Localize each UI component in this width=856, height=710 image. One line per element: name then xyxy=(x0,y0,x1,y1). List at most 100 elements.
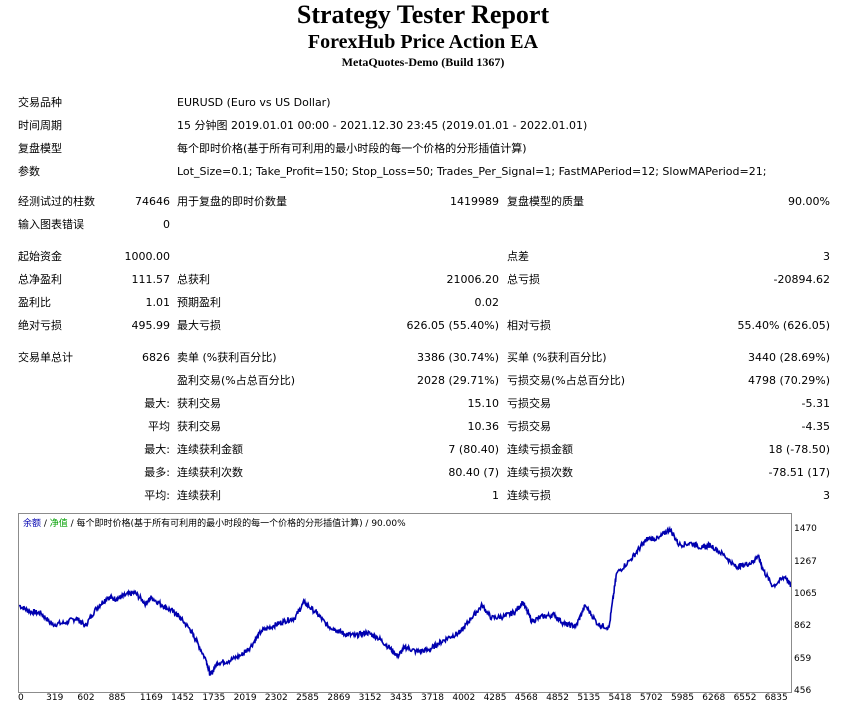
bars-label: 经测试过的柱数 xyxy=(18,195,95,208)
gross-loss-value: -20894.62 xyxy=(773,273,830,286)
average-consecutive-prefix: 平均: xyxy=(144,489,170,502)
y-tick-label: 1470 xyxy=(794,524,817,535)
largest-profit-label: 获利交易 xyxy=(177,397,221,410)
max-consecutive-wins-label: 连续获利金额 xyxy=(177,443,243,456)
profit-factor-label: 盈利比 xyxy=(18,296,51,309)
maximal-consecutive-loss-label: 连续亏损次数 xyxy=(507,466,573,479)
x-tick-label: 5985 xyxy=(671,693,694,703)
relative-drawdown-label: 相对亏损 xyxy=(507,319,551,332)
chart-legend-separator: / xyxy=(41,519,50,529)
deposit-value: 1000.00 xyxy=(124,250,171,263)
x-tick-label: 6268 xyxy=(702,693,726,703)
spread-label: 点差 xyxy=(507,250,529,263)
maximal-consecutive-profit-value: 80.40 (7) xyxy=(448,466,499,479)
symbol-value: EURUSD (Euro vs US Dollar) xyxy=(177,96,331,109)
maximal-prefix: 最多: xyxy=(144,466,170,479)
expected-payoff-label: 预期盈利 xyxy=(177,296,221,309)
x-tick-label: 3152 xyxy=(358,693,382,703)
y-tick-label: 456 xyxy=(794,686,812,696)
x-tick-label: 319 xyxy=(46,693,64,703)
server-build: MetaQuotes-Demo (Build 1367) xyxy=(341,55,505,69)
x-tick-label: 4568 xyxy=(514,693,538,703)
quality-label: 复盘模型的质量 xyxy=(507,195,584,208)
x-tick-label: 6835 xyxy=(764,693,788,703)
x-tick-label: 5135 xyxy=(577,693,601,703)
y-tick-label: 862 xyxy=(794,621,812,632)
x-tick-label: 5702 xyxy=(639,693,663,703)
gross-profit-label: 总获利 xyxy=(177,273,210,286)
average-prefix: 平均 xyxy=(148,420,170,433)
short-positions-label: 卖单 (%获利百分比) xyxy=(177,351,277,364)
x-tick-label: 3435 xyxy=(389,693,413,703)
x-tick-label: 4285 xyxy=(483,693,507,703)
average-profit-label: 获利交易 xyxy=(177,420,221,433)
x-tick-label: 5418 xyxy=(608,693,632,703)
x-tick-label: 4852 xyxy=(546,693,569,703)
balance-chart-plot xyxy=(19,525,791,676)
long-positions-value: 3440 (28.69%) xyxy=(747,351,830,364)
errors-value: 0 xyxy=(163,218,170,231)
loss-trades-label: 亏损交易(%占总百分比) xyxy=(507,374,626,387)
ticks-label: 用于复盘的即时价数量 xyxy=(177,195,287,208)
x-tick-label: 2019 xyxy=(233,693,257,703)
maximum-prefix: 最大: xyxy=(144,443,170,456)
avg-consecutive-losses-value: 3 xyxy=(823,489,830,502)
largest-profit-value: 15.10 xyxy=(467,397,500,410)
chart-header: 余额 / 净值 / 每个即时价格(基于所有可利用的最小时段的每一个价格的分形插值… xyxy=(23,516,406,529)
x-tick-label: 3718 xyxy=(421,693,444,703)
profit-trades-label: 盈利交易(%占总百分比) xyxy=(177,374,296,387)
absolute-drawdown-label: 绝对亏损 xyxy=(18,319,62,332)
x-tick-label: 6552 xyxy=(733,693,757,703)
net-profit-value: 111.57 xyxy=(131,273,171,286)
period-label: 时间周期 xyxy=(18,119,62,132)
x-tick-label: 2585 xyxy=(296,693,319,703)
y-tick-label: 1065 xyxy=(794,588,817,599)
avg-consecutive-wins-label: 连续获利 xyxy=(177,489,221,502)
maximal-consecutive-profit-label: 连续获利次数 xyxy=(177,466,243,479)
maximal-drawdown-label: 最大亏损 xyxy=(177,319,221,332)
absolute-drawdown-value: 495.99 xyxy=(131,319,171,332)
max-consecutive-losses-label: 连续亏损金额 xyxy=(507,443,573,456)
x-tick-label: 1169 xyxy=(139,693,163,703)
total-trades-label: 交易单总计 xyxy=(18,351,73,364)
total-trades-value: 6826 xyxy=(142,351,170,364)
profit-trades-value: 2028 (29.71%) xyxy=(416,374,499,387)
x-tick-label: 2302 xyxy=(264,693,288,703)
x-tick-label: 4002 xyxy=(452,693,476,703)
balance-series-line xyxy=(19,525,791,676)
chart-legend-description: / 每个即时价格(基于所有可利用的最小时段的每一个价格的分形插值计算) / 90… xyxy=(67,519,406,529)
x-tick-label: 1735 xyxy=(202,693,226,703)
errors-label: 输入图表错误 xyxy=(18,218,84,231)
spread-value: 3 xyxy=(823,250,830,263)
max-consecutive-wins-value: 7 (80.40) xyxy=(448,443,499,456)
chart-legend-equity: 净值 xyxy=(49,519,68,529)
x-tick-label: 602 xyxy=(77,693,95,703)
loss-trades-value: 4798 (70.29%) xyxy=(747,374,830,387)
largest-loss-value: -5.31 xyxy=(801,397,830,410)
profit-factor-value: 1.01 xyxy=(145,296,171,309)
ticks-value: 1419989 xyxy=(450,195,499,208)
max-consecutive-losses-value: 18 (-78.50) xyxy=(768,443,830,456)
model-label: 复盘模型 xyxy=(18,142,62,155)
avg-consecutive-wins-value: 1 xyxy=(492,489,499,502)
expert-name: ForexHub Price Action EA xyxy=(307,31,539,53)
report-title: Strategy Tester Report xyxy=(296,0,550,29)
quality-value: 90.00% xyxy=(788,195,830,208)
bars-value: 74646 xyxy=(135,195,170,208)
x-tick-label: 2869 xyxy=(327,693,351,703)
net-profit-label: 总净盈利 xyxy=(18,273,62,286)
y-tick-label: 659 xyxy=(794,653,812,664)
x-tick-label: 1452 xyxy=(171,693,195,703)
maximal-drawdown-value: 626.05 (55.40%) xyxy=(406,319,499,332)
x-tick-label: 0 xyxy=(18,693,24,703)
gross-profit-value: 21006.20 xyxy=(446,273,500,286)
maximal-consecutive-loss-value: -78.51 (17) xyxy=(768,466,830,479)
deposit-label: 起始资金 xyxy=(18,250,62,263)
balance-chart: 余额 / 净值 / 每个即时价格(基于所有可利用的最小时段的每一个价格的分形插值… xyxy=(18,513,792,693)
long-positions-label: 买单 (%获利百分比) xyxy=(507,351,607,364)
relative-drawdown-value: 55.40% (626.05) xyxy=(737,319,830,332)
parameters-label: 参数 xyxy=(18,165,40,178)
period-value: 15 分钟图 2019.01.01 00:00 - 2021.12.30 23:… xyxy=(177,119,588,132)
largest-prefix: 最大: xyxy=(144,397,170,410)
symbol-label: 交易品种 xyxy=(18,96,62,109)
